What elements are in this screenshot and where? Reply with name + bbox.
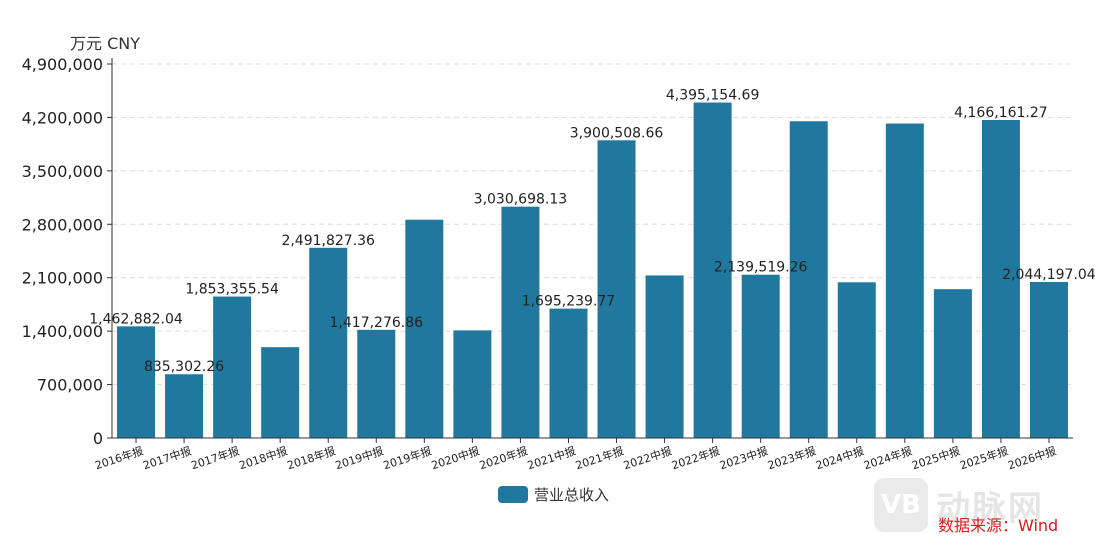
x-tick-label: 2017年报 bbox=[189, 444, 241, 473]
y-tick-label: 2,100,000 bbox=[22, 269, 103, 288]
legend[interactable]: 营业总收入 bbox=[498, 484, 609, 505]
bar bbox=[309, 247, 348, 438]
data-label: 3,030,698.13 bbox=[474, 192, 568, 208]
x-tick-label: 2017中报 bbox=[141, 444, 193, 473]
data-label: 1,462,882.04 bbox=[89, 311, 183, 327]
bar bbox=[789, 121, 828, 438]
bar bbox=[741, 274, 780, 438]
x-tick-label: 2025年报 bbox=[958, 444, 1010, 473]
x-tick-label: 2022中报 bbox=[622, 444, 674, 473]
legend-swatch bbox=[498, 486, 528, 503]
legend-label: 营业总收入 bbox=[534, 486, 610, 504]
data-label: 2,139,519.26 bbox=[714, 260, 808, 276]
bar bbox=[597, 140, 636, 438]
bar bbox=[693, 102, 732, 439]
bar bbox=[933, 289, 972, 438]
x-tick-label: 2023中报 bbox=[718, 444, 770, 473]
x-tick-label: 2026中报 bbox=[1006, 444, 1058, 473]
x-tick-label: 2025中报 bbox=[910, 444, 962, 473]
y-tick-label: 2,800,000 bbox=[22, 215, 103, 234]
y-tick-label: 700,000 bbox=[37, 376, 103, 395]
y-tick-label: 4,200,000 bbox=[22, 108, 103, 127]
data-source-note: 数据来源：Wind bbox=[938, 516, 1059, 535]
bar bbox=[405, 219, 444, 438]
y-tick-label: 1,400,000 bbox=[22, 322, 103, 341]
x-tick-label: 2018中报 bbox=[237, 444, 289, 473]
x-tick-label: 2024中报 bbox=[814, 444, 866, 473]
bar bbox=[645, 275, 684, 438]
x-tick-label: 2023年报 bbox=[766, 444, 818, 473]
x-tick-label: 2020年报 bbox=[477, 444, 529, 473]
bar bbox=[357, 329, 396, 438]
x-tick-label: 2024年报 bbox=[862, 444, 914, 473]
bar bbox=[453, 330, 492, 438]
x-tick-label: 2019年报 bbox=[381, 444, 433, 473]
x-tick-label: 2021年报 bbox=[574, 444, 626, 473]
watermark-text: 动脉网 bbox=[936, 488, 1044, 529]
bar bbox=[837, 282, 876, 438]
data-label: 1,695,239.77 bbox=[522, 294, 616, 310]
data-label: 2,491,827.36 bbox=[281, 233, 375, 249]
data-label: 3,900,508.66 bbox=[570, 125, 664, 141]
bar bbox=[165, 374, 204, 438]
data-label: 4,395,154.69 bbox=[666, 88, 760, 104]
bar bbox=[213, 296, 252, 438]
data-label: 835,302.26 bbox=[144, 359, 224, 375]
x-tick-label: 2021中报 bbox=[526, 444, 578, 473]
x-tick-label: 2018年报 bbox=[285, 444, 337, 473]
data-label: 1,417,276.86 bbox=[330, 315, 424, 331]
x-tick-label: 2019中报 bbox=[333, 444, 385, 473]
x-tick-label: 2020中报 bbox=[429, 444, 481, 473]
bar bbox=[885, 123, 924, 438]
y-tick-label: 3,500,000 bbox=[22, 162, 103, 181]
y-tick-label: 0 bbox=[93, 429, 103, 448]
bar bbox=[501, 206, 540, 438]
bar bbox=[1029, 281, 1068, 438]
bar bbox=[549, 308, 588, 438]
y-tick-label: 4,900,000 bbox=[22, 55, 103, 74]
y-axis-unit-label: 万元 CNY bbox=[70, 34, 141, 53]
data-label: 4,166,161.27 bbox=[954, 105, 1048, 121]
bar bbox=[117, 326, 156, 438]
data-label: 1,853,355.54 bbox=[185, 282, 279, 298]
watermark: VB 动脉网 bbox=[874, 478, 1044, 532]
watermark-logo: VB bbox=[874, 478, 928, 532]
bar bbox=[261, 347, 300, 438]
bar bbox=[981, 120, 1020, 439]
x-tick-label: 2022年报 bbox=[670, 444, 722, 473]
data-label: 2,044,197.04 bbox=[1002, 267, 1096, 283]
